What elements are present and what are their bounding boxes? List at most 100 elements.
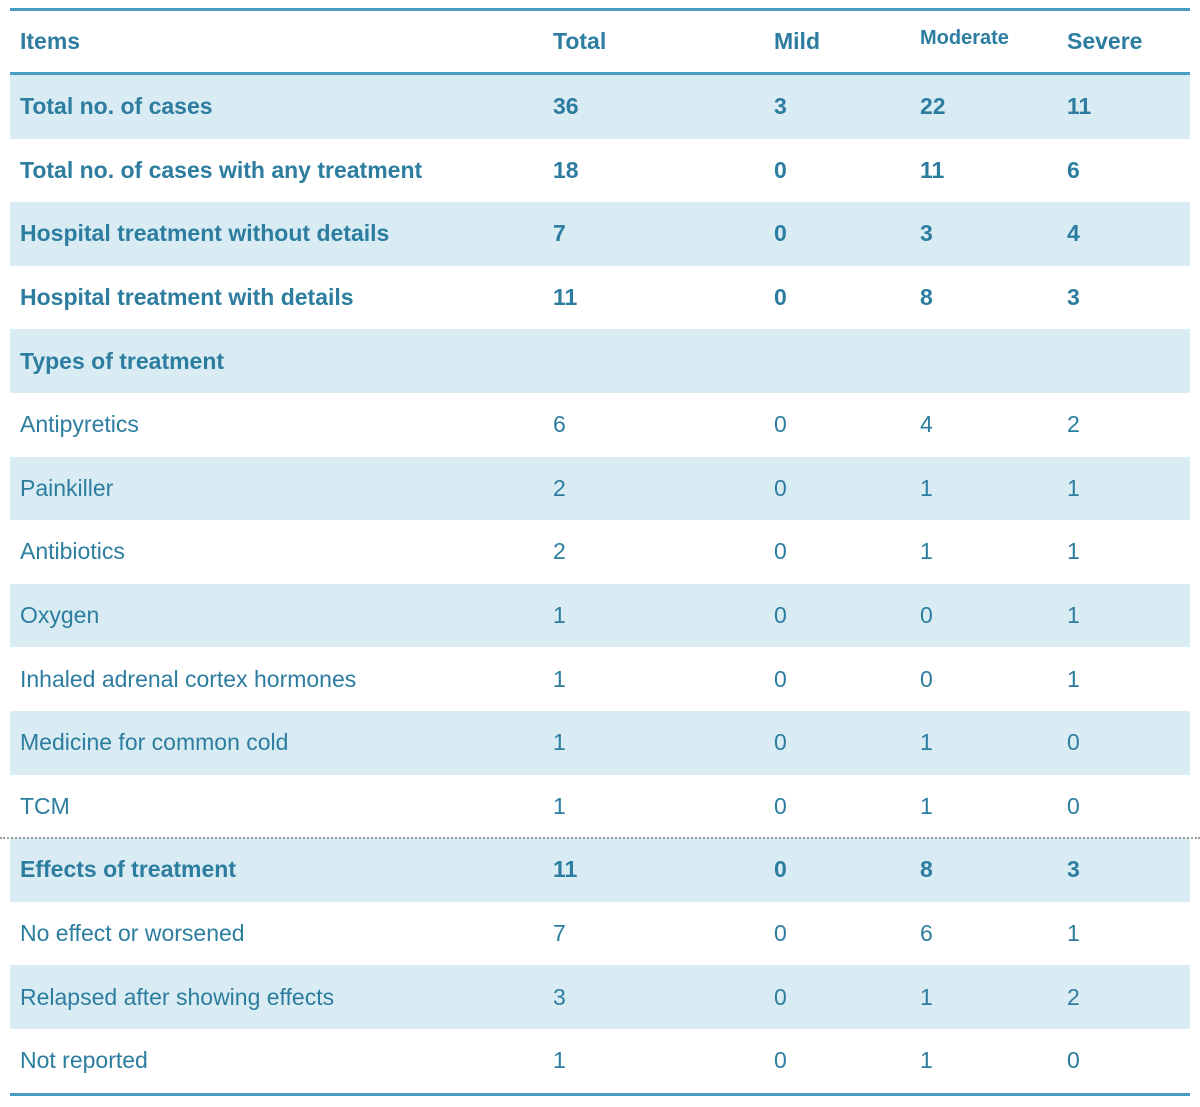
column-header-moderate: Moderate bbox=[920, 27, 1009, 49]
cell-severe: 1 bbox=[1067, 665, 1080, 692]
column-header-mild: Mild bbox=[774, 28, 820, 54]
cell-mild: 0 bbox=[774, 856, 787, 883]
cell-total: 2 bbox=[553, 538, 566, 565]
table-bottom-border bbox=[10, 1092, 1190, 1096]
cell-severe: 3 bbox=[1067, 284, 1080, 311]
row-label: Inhaled adrenal cortex hormones bbox=[20, 665, 357, 692]
cell-total: 3 bbox=[553, 983, 566, 1010]
cell-severe: 0 bbox=[1067, 1047, 1080, 1074]
cell-moderate: 8 bbox=[920, 284, 933, 311]
row-label: Medicine for common cold bbox=[20, 729, 289, 756]
table-row: Relapsed after showing effects 3 0 1 2 bbox=[10, 965, 1190, 1029]
table-row: Hospital treatment without details 7 0 3… bbox=[10, 202, 1190, 266]
table-row: Hospital treatment with details 11 0 8 3 bbox=[10, 266, 1190, 330]
table-row: Total no. of cases with any treatment 18… bbox=[10, 139, 1190, 203]
table-header-row: Items Total Mild Moderate Severe bbox=[10, 11, 1190, 72]
cell-total: 1 bbox=[553, 665, 566, 692]
cell-severe: 2 bbox=[1067, 411, 1080, 438]
cell-moderate: 1 bbox=[920, 729, 933, 756]
cell-moderate: 1 bbox=[920, 983, 933, 1010]
cell-moderate: 4 bbox=[920, 411, 933, 438]
table-row: Effects of treatment 11 0 8 3 bbox=[0, 837, 1200, 902]
table-body: Total no. of cases 36 3 22 11 Total no. … bbox=[0, 75, 1200, 1093]
cell-total: 6 bbox=[553, 411, 566, 438]
cell-mild: 0 bbox=[774, 602, 787, 629]
cell-mild: 0 bbox=[774, 411, 787, 438]
cell-moderate: 0 bbox=[920, 665, 933, 692]
cell-total: 7 bbox=[553, 220, 566, 247]
cell-severe: 0 bbox=[1067, 792, 1080, 819]
cell-moderate: 6 bbox=[920, 920, 933, 947]
cell-mild: 0 bbox=[774, 538, 787, 565]
row-label: No effect or worsened bbox=[20, 920, 245, 947]
cell-severe: 3 bbox=[1067, 856, 1080, 883]
table-row: Medicine for common cold 1 0 1 0 bbox=[10, 710, 1190, 775]
header-underline bbox=[10, 72, 1190, 75]
table-row: Painkiller 2 0 1 1 bbox=[10, 456, 1190, 521]
cell-moderate: 8 bbox=[920, 856, 933, 883]
cell-mild: 0 bbox=[774, 665, 787, 692]
row-label: Total no. of cases bbox=[20, 93, 213, 120]
cell-severe: 1 bbox=[1067, 920, 1080, 947]
cell-severe: 11 bbox=[1067, 93, 1092, 120]
table-row: No effect or worsened 7 0 6 1 bbox=[10, 902, 1190, 966]
cell-moderate: 22 bbox=[920, 93, 946, 120]
cell-moderate: 0 bbox=[920, 602, 933, 629]
row-label: Types of treatment bbox=[20, 347, 225, 374]
cell-severe: 1 bbox=[1067, 538, 1080, 565]
cell-total: 1 bbox=[553, 1047, 566, 1074]
table-row: Antipyretics 6 0 4 2 bbox=[10, 393, 1190, 457]
row-label: Antibiotics bbox=[20, 538, 125, 565]
table-row: TCM 1 0 1 0 bbox=[10, 775, 1190, 839]
table-row: Not reported 1 0 1 0 bbox=[10, 1029, 1190, 1093]
cell-moderate: 1 bbox=[920, 538, 933, 565]
cell-mild: 0 bbox=[774, 220, 787, 247]
treatment-table: Items Total Mild Moderate Severe Total n… bbox=[0, 8, 1200, 1096]
cell-mild: 0 bbox=[774, 729, 787, 756]
cell-total: 1 bbox=[553, 792, 566, 819]
table-top-border bbox=[10, 8, 1190, 11]
cell-mild: 0 bbox=[774, 920, 787, 947]
cell-total: 1 bbox=[553, 729, 566, 756]
table-row: Antibiotics 2 0 1 1 bbox=[10, 520, 1190, 584]
cell-mild: 0 bbox=[774, 983, 787, 1010]
cell-mild: 0 bbox=[774, 474, 787, 501]
table-row: Inhaled adrenal cortex hormones 1 0 0 1 bbox=[10, 647, 1190, 711]
cell-total: 36 bbox=[553, 93, 579, 120]
cell-moderate: 1 bbox=[920, 792, 933, 819]
row-label: Painkiller bbox=[20, 474, 114, 501]
cell-mild: 0 bbox=[774, 156, 787, 183]
row-label: Antipyretics bbox=[20, 411, 139, 438]
cell-total: 18 bbox=[553, 156, 579, 183]
cell-total: 7 bbox=[553, 920, 566, 947]
cell-mild: 0 bbox=[774, 1047, 787, 1074]
cell-severe: 0 bbox=[1067, 729, 1080, 756]
row-label: TCM bbox=[20, 792, 70, 819]
row-label: Hospital treatment without details bbox=[20, 220, 390, 247]
row-label: Relapsed after showing effects bbox=[20, 983, 335, 1010]
cell-severe: 1 bbox=[1067, 474, 1080, 501]
cell-moderate: 11 bbox=[920, 156, 945, 183]
table-row: Types of treatment bbox=[10, 329, 1190, 393]
cell-severe: 1 bbox=[1067, 602, 1080, 629]
cell-total: 1 bbox=[553, 602, 566, 629]
row-label: Hospital treatment with details bbox=[20, 284, 354, 311]
row-label: Total no. of cases with any treatment bbox=[20, 156, 423, 183]
cell-severe: 6 bbox=[1067, 156, 1080, 183]
cell-total: 11 bbox=[553, 856, 578, 883]
cell-severe: 2 bbox=[1067, 983, 1080, 1010]
column-header-items: Items bbox=[20, 28, 81, 54]
cell-severe: 4 bbox=[1067, 220, 1080, 247]
cell-moderate: 3 bbox=[920, 220, 933, 247]
cell-total: 2 bbox=[553, 474, 566, 501]
column-header-total: Total bbox=[553, 28, 607, 54]
cell-moderate: 1 bbox=[920, 474, 933, 501]
table-row: Total no. of cases 36 3 22 11 bbox=[10, 75, 1190, 139]
column-header-severe: Severe bbox=[1067, 28, 1143, 54]
row-label: Not reported bbox=[20, 1047, 148, 1074]
cell-mild: 0 bbox=[774, 284, 787, 311]
row-label: Oxygen bbox=[20, 602, 100, 629]
cell-total: 11 bbox=[553, 284, 578, 311]
cell-moderate: 1 bbox=[920, 1047, 933, 1074]
